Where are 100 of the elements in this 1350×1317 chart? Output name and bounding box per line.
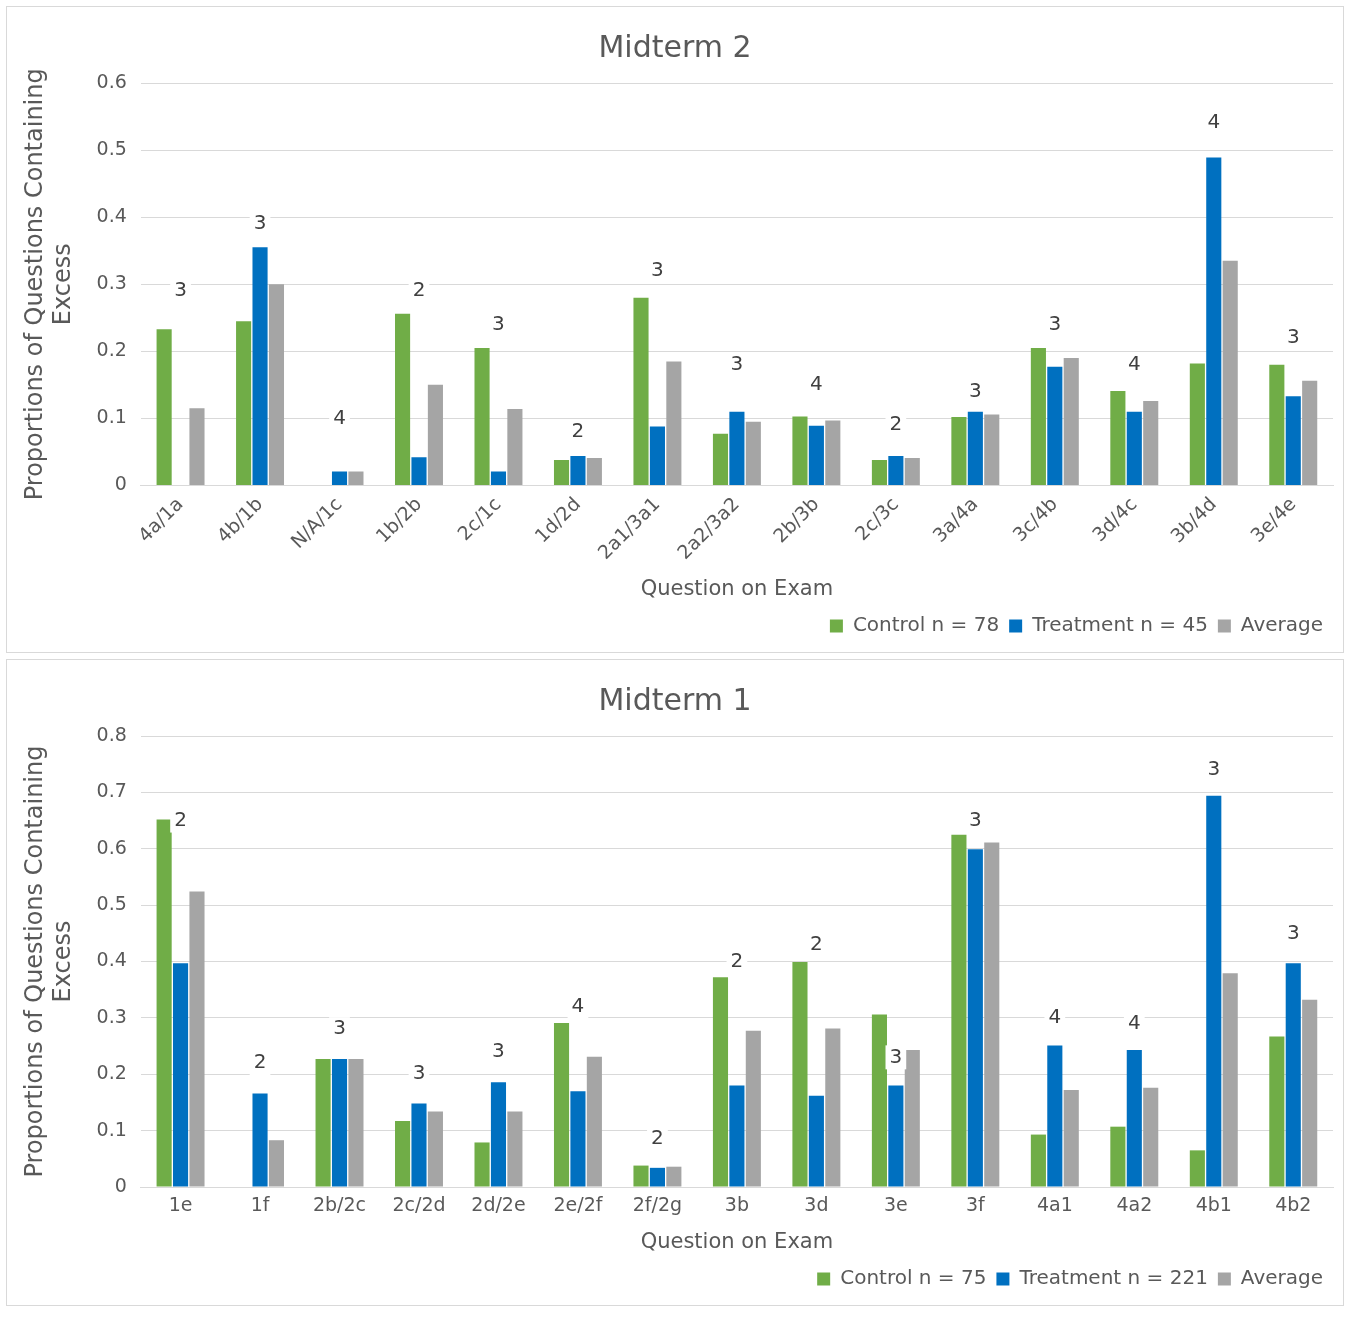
bar [666,1166,682,1187]
bar [395,1121,411,1187]
legend-label: Average [1240,612,1324,637]
bar [649,426,665,485]
bar [633,297,649,485]
bar [1110,1126,1126,1187]
annotation: 2 [810,930,823,955]
bar [315,1059,331,1187]
annotation: 3 [1286,919,1300,944]
y-tick-label: 0.1 [96,1117,127,1140]
y-tick-label: 0.4 [96,204,127,227]
bar [792,416,808,485]
y-axis-title: Proportions of Questions Containing Excess [19,745,77,1178]
annotation: 3 [1048,310,1062,335]
annotation: 3 [730,350,744,375]
bar [1302,999,1318,1187]
bar [712,977,729,1187]
chart-title: Midterm 1 [598,681,752,717]
chart-title: Midterm 2 [598,28,752,64]
y-tick-label: 0.1 [96,405,127,428]
bar [348,471,364,485]
y-tick-label: 0 [114,1173,127,1196]
y-tick-label: 0.6 [96,69,127,92]
bar [395,313,411,485]
bar [1063,1090,1079,1187]
bar [649,1167,665,1187]
bar [666,361,682,485]
bar [474,347,490,485]
bar [553,460,570,485]
bar [1143,400,1159,485]
x-tick-label: 4b2 [1275,1193,1312,1216]
bar [348,1059,364,1187]
x-axis-title: Question on Exam [640,1228,834,1253]
bar [570,1091,586,1187]
bar [745,421,761,485]
bar [252,1093,268,1187]
bar [1047,366,1063,485]
annotation: 4 [1207,109,1221,134]
bar [871,460,887,485]
annotation: 3 [253,210,267,235]
annotation: 3 [889,1043,903,1068]
bar [967,849,983,1187]
bar [252,247,268,485]
annotation: 3 [492,310,505,335]
annotation: 2 [651,1125,664,1150]
bar [1302,380,1318,485]
x-tick-label: 2c/2d [392,1193,446,1216]
annotation: 2 [253,1049,267,1074]
bar [825,1028,841,1187]
bar [331,471,348,485]
bar [189,891,205,1187]
bar [984,842,1000,1187]
bar [586,457,602,485]
bar [904,1050,920,1187]
annotation: 2 [412,277,426,302]
bar [1222,973,1238,1187]
bar [586,1056,602,1187]
bar [570,455,586,485]
annotation: 3 [492,1037,505,1062]
bar [1126,411,1142,485]
annotation: 3 [333,1015,346,1040]
y-tick-label: 0.7 [96,779,127,802]
bar [553,1022,570,1187]
bar [411,1103,427,1187]
bar [1189,1150,1205,1187]
bar [825,420,841,485]
bar [1269,1036,1285,1187]
annotation: 3 [174,277,187,302]
bar [951,834,967,1187]
annotation: 2 [571,418,585,443]
bar [156,329,172,485]
bar [507,1111,523,1187]
y-tick-label: 0.5 [96,137,127,160]
annotation: 3 [1207,756,1221,781]
bar [951,417,967,485]
x-tick-label: 2d/2e [471,1193,526,1216]
annotation: 4 [810,371,823,396]
x-tick-label: 3d [804,1193,829,1216]
bar [490,1082,507,1187]
bar [1206,157,1222,485]
bar [474,1142,490,1187]
bar [1206,795,1222,1187]
bar [1030,347,1046,485]
y-tick-label: 0.8 [96,722,127,745]
bar [427,384,443,485]
bar [808,1095,824,1187]
x-tick-label: 2e/2f [553,1193,604,1216]
bar [1110,390,1126,485]
x-tick-label: 3b [724,1193,749,1216]
bar [871,1014,887,1187]
x-tick-label: 2b/2c [312,1193,367,1216]
x-axis-title: Question on Exam [640,575,834,600]
bar [331,1059,348,1187]
bar [1189,363,1205,485]
bar [1143,1087,1159,1187]
annotation: 4 [1127,1009,1141,1034]
bar [1063,358,1079,485]
annotation: 2 [174,806,187,831]
annotation: 2 [730,947,744,972]
bar [808,425,824,485]
